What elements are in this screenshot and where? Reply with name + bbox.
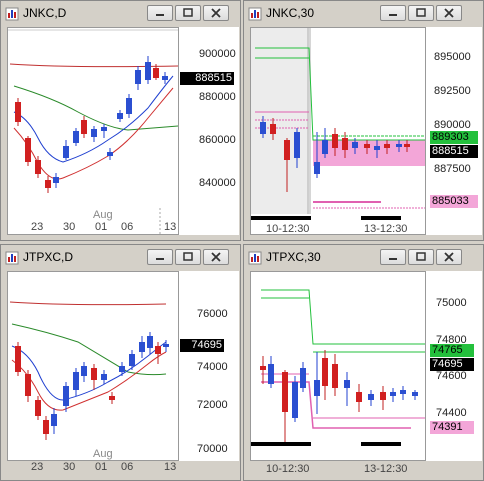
chart-window-jnkc-daily[interactable]: JNKC,D	[0, 0, 241, 241]
window-title: JNKC,30	[266, 6, 315, 20]
price-axis[interactable]: 900000 880000 860000 840000 888515	[179, 27, 239, 235]
x-month-label: Aug	[93, 209, 113, 221]
candles	[260, 350, 418, 442]
window-title: JNKC,D	[23, 6, 67, 20]
close-button[interactable]	[436, 5, 462, 21]
x-tick-label: 10-12:30	[266, 463, 310, 475]
chart-window-jtpxc-30min[interactable]: JTPXC,30	[243, 244, 484, 481]
candlestick-chart	[251, 289, 425, 446]
restore-button[interactable]	[175, 5, 201, 21]
x-tick-label: 30	[63, 221, 76, 233]
y-tick-label: 75000	[436, 297, 467, 309]
price-plot[interactable]	[250, 271, 426, 461]
y-tick-label: 887500	[434, 163, 471, 175]
candlestick-chart	[251, 28, 425, 220]
y-tick-label: 74400	[436, 407, 467, 419]
x-tick-label: 01	[95, 461, 108, 473]
x-tick-label: 13-12:30	[364, 223, 408, 235]
candles	[15, 56, 168, 193]
restore-button[interactable]	[408, 249, 434, 265]
y-tick-label: 895000	[434, 51, 471, 63]
y-tick-label: 70000	[197, 443, 228, 455]
ma-green-line	[13, 85, 179, 131]
pink-level-price-label: 885033	[430, 195, 478, 208]
last-price-label: 888515	[180, 72, 234, 85]
pink-zone	[313, 140, 425, 166]
y-tick-label: 840000	[199, 177, 236, 189]
green-level-upper	[255, 47, 425, 141]
chart-app-icon	[248, 7, 262, 21]
minimize-button[interactable]	[147, 249, 173, 265]
y-tick-label: 880000	[199, 91, 236, 103]
minimize-button[interactable]	[380, 249, 406, 265]
green-level-upper	[261, 289, 425, 345]
ma-blue-line	[11, 341, 167, 401]
y-tick-label: 72000	[197, 399, 228, 411]
last-price-label: 74695	[430, 358, 474, 371]
last-price-label: 888515	[430, 145, 478, 158]
y-tick-label: 76000	[197, 308, 228, 320]
ma-green-line	[11, 323, 167, 376]
y-tick-label: 892500	[434, 85, 471, 97]
close-button[interactable]	[203, 5, 229, 21]
title-bar[interactable]: JTPXC,D	[1, 245, 240, 271]
chart-window-jtpxc-daily[interactable]: JTPXC,D	[0, 244, 241, 481]
ma-red-line	[9, 301, 167, 306]
x-tick-label: 06	[121, 221, 134, 233]
x-tick-label: 23	[31, 461, 44, 473]
x-tick-label: 13-12:30	[364, 463, 408, 475]
restore-button[interactable]	[175, 249, 201, 265]
chart-app-icon	[248, 251, 262, 265]
ma-blue-line	[13, 75, 174, 163]
last-price-label: 74695	[180, 339, 224, 352]
candles	[15, 332, 169, 440]
minimize-button[interactable]	[380, 5, 406, 21]
title-bar[interactable]: JTPXC,30	[244, 245, 483, 271]
ma-red2-line	[13, 87, 174, 180]
y-tick-label: 900000	[199, 48, 236, 60]
pink-level-price-label: 74391	[430, 421, 474, 434]
price-plot[interactable]	[250, 27, 426, 235]
x-tick-label: 30	[63, 461, 76, 473]
minimize-button[interactable]	[147, 5, 173, 21]
chart-app-icon	[5, 251, 19, 265]
x-tick-label: 13	[164, 221, 177, 233]
green-level-price-label: 74765	[430, 344, 474, 357]
window-title: JTPXC,30	[266, 250, 321, 264]
x-tick-label: 13	[164, 461, 177, 473]
x-tick-label: 23	[31, 221, 44, 233]
x-month-label: Aug	[93, 448, 113, 460]
chart-app-icon	[5, 7, 19, 21]
title-bar[interactable]: JNKC,30	[244, 1, 483, 27]
session-shade	[251, 28, 309, 214]
price-axis[interactable]: 895000 892500 890000 887500 889303 88851…	[426, 27, 482, 235]
y-tick-label: 74600	[436, 370, 467, 382]
ma-red-line	[9, 63, 179, 68]
x-tick-label: 06	[121, 461, 134, 473]
green-level-price-label: 889303	[430, 131, 478, 144]
title-bar[interactable]: JNKC,D	[1, 1, 240, 27]
window-title: JTPXC,D	[23, 250, 74, 264]
chart-window-jnkc-30min[interactable]: JNKC,30	[243, 0, 484, 241]
y-tick-label: 890000	[434, 119, 471, 131]
price-plot[interactable]	[7, 27, 179, 235]
y-tick-label: 860000	[199, 134, 236, 146]
ma-red2-line	[11, 351, 167, 411]
candles	[260, 116, 410, 192]
x-tick-label: 10-12:30	[266, 223, 310, 235]
price-plot[interactable]	[7, 271, 179, 461]
y-tick-label: 74800	[436, 334, 467, 346]
price-axis[interactable]: 76000 74000 72000 70000 74695	[179, 271, 239, 461]
close-button[interactable]	[436, 249, 462, 265]
price-axis[interactable]: 75000 74800 74600 74400 74765 74695 7439…	[426, 271, 482, 461]
candlestick-chart	[9, 301, 169, 440]
restore-button[interactable]	[408, 5, 434, 21]
y-tick-label: 74000	[197, 361, 228, 373]
close-button[interactable]	[203, 249, 229, 265]
x-tick-label: 01	[95, 221, 108, 233]
candlestick-chart	[8, 29, 179, 234]
